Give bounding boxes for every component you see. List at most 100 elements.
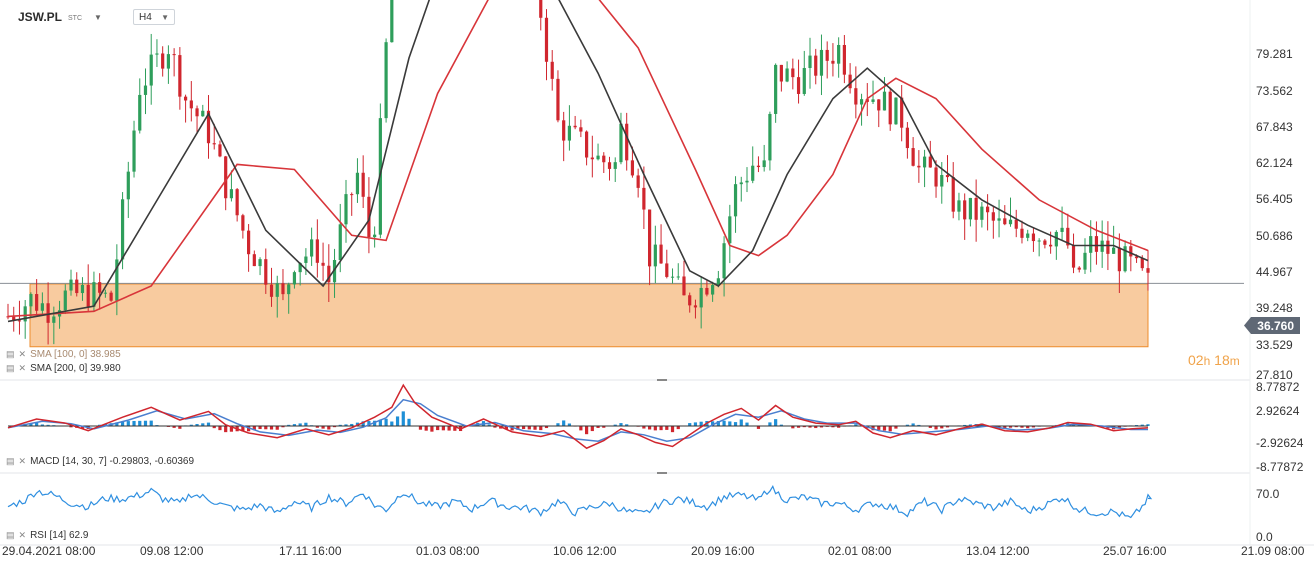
candle-body <box>842 44 846 75</box>
macd-histogram-bar <box>888 426 892 432</box>
timeframe-select[interactable]: H4 ▼ <box>133 9 175 25</box>
macd-axis-label: 8.77872 <box>1256 380 1300 394</box>
candle-body <box>1031 233 1036 242</box>
candle-body <box>6 316 10 318</box>
candle-body <box>596 155 600 160</box>
indicator-close-icon[interactable]: ✕ <box>18 363 27 373</box>
candle-body <box>29 294 33 307</box>
candle-body <box>258 259 262 267</box>
indicator-close-icon[interactable]: ✕ <box>18 530 27 540</box>
candle-body <box>327 265 331 283</box>
indicator-settings-icon[interactable]: ▤ <box>6 530 15 540</box>
candle-body <box>264 259 268 285</box>
candle-body <box>12 316 16 321</box>
macd-axis-label: 2.92624 <box>1256 404 1300 418</box>
candle-body <box>619 123 623 163</box>
macd-histogram-bar <box>350 423 354 426</box>
macd-histogram-bar <box>241 426 245 432</box>
macd-histogram-bar <box>928 426 932 428</box>
candle-body <box>802 67 806 94</box>
symbol-name: JSW.PL <box>18 10 63 24</box>
candle-body <box>235 189 239 216</box>
candle-body <box>252 254 256 267</box>
candle-body <box>625 123 629 161</box>
macd-histogram-bar <box>544 426 549 429</box>
candle-body <box>825 49 829 61</box>
candle-body <box>109 292 113 301</box>
pane-resize-handle <box>657 379 667 381</box>
candle-body <box>390 0 394 43</box>
candle-body <box>1026 233 1030 238</box>
candle-body <box>1066 227 1070 246</box>
candle-body <box>212 143 216 145</box>
candle-body <box>80 284 85 294</box>
candle-body <box>814 55 818 76</box>
candle-body <box>659 244 663 264</box>
macd-histogram-bar <box>1117 426 1121 428</box>
candle-body <box>831 60 835 64</box>
indicator-settings-icon[interactable]: ▤ <box>6 456 15 466</box>
candle-body <box>636 175 640 188</box>
macd-histogram-bar <box>269 426 274 430</box>
candle-body <box>1146 268 1150 273</box>
candle-body <box>304 256 308 263</box>
candle-body <box>991 212 995 221</box>
macd-signal-line <box>7 398 1148 442</box>
candle-body <box>630 160 635 176</box>
macd-histogram-bar <box>149 420 153 426</box>
macd-histogram-bar <box>195 424 199 426</box>
candle-body <box>768 113 772 161</box>
candle-body <box>40 303 44 311</box>
macd-histogram-bar <box>648 426 652 430</box>
caret-down-icon[interactable]: ▼ <box>94 12 102 22</box>
candle-body <box>567 125 572 141</box>
macd-histogram-bar <box>172 426 176 428</box>
candle-body <box>756 165 761 168</box>
indicator-close-icon[interactable]: ✕ <box>18 349 27 359</box>
candle-body <box>859 99 864 105</box>
macd-histogram-bar <box>579 426 583 431</box>
price-axis-label: 50.686 <box>1256 229 1293 243</box>
macd-histogram-bar <box>802 426 806 428</box>
macd-histogram-bar <box>642 426 646 429</box>
macd-histogram-bar <box>378 419 382 426</box>
indicator-settings-icon[interactable]: ▤ <box>6 363 15 373</box>
rsi-legend[interactable]: ▤ ✕ RSI [14] 62.9 <box>6 530 88 541</box>
candle-body <box>310 239 314 257</box>
macd-histogram-bar <box>584 426 589 435</box>
candle-body <box>934 167 938 187</box>
candle-body <box>1008 219 1013 225</box>
candle-body <box>579 127 583 132</box>
current-price-value: 36.760 <box>1257 318 1294 333</box>
candle-body <box>361 172 365 197</box>
macd-histogram-bar <box>212 426 216 429</box>
macd-histogram-bar <box>189 424 193 426</box>
sma200-line <box>7 0 1149 318</box>
caret-down-icon: ▼ <box>161 12 169 22</box>
macd-histogram-bar <box>436 426 440 431</box>
indicator-settings-icon[interactable]: ▤ <box>6 349 15 359</box>
macd-histogram-bar <box>779 424 783 426</box>
price-axis-label: 73.562 <box>1256 84 1293 98</box>
macd-histogram-bar <box>98 424 102 426</box>
macd-histogram-bar <box>138 420 142 426</box>
candle-body <box>1077 267 1081 270</box>
macd-histogram-bar <box>733 422 738 426</box>
candle-body <box>928 156 932 168</box>
macd-legend[interactable]: ▤ ✕ MACD [14, 30, 7] -0.29803, -0.60369 <box>6 456 194 467</box>
sma200-legend[interactable]: ▤ ✕ SMA [200, 0] 39.980 <box>6 363 121 374</box>
price-axis-label: 56.405 <box>1256 192 1293 206</box>
indicator-close-icon[interactable]: ✕ <box>18 456 27 466</box>
macd-histogram-bar <box>1146 424 1150 426</box>
candle-body <box>229 189 234 199</box>
sma100-legend[interactable]: ▤ ✕ SMA [100, 0] 38.985 <box>6 349 121 360</box>
price-axis-label: 27.810 <box>1256 368 1293 382</box>
macd-histogram-bar <box>711 421 715 426</box>
candle-body <box>92 282 96 307</box>
symbol-selector[interactable]: JSW.PL STC ▼ <box>18 6 102 28</box>
macd-histogram-bar <box>367 421 371 426</box>
candle-body <box>945 175 950 178</box>
macd-axis-label: -8.77872 <box>1256 460 1304 474</box>
candle-body <box>613 162 617 169</box>
